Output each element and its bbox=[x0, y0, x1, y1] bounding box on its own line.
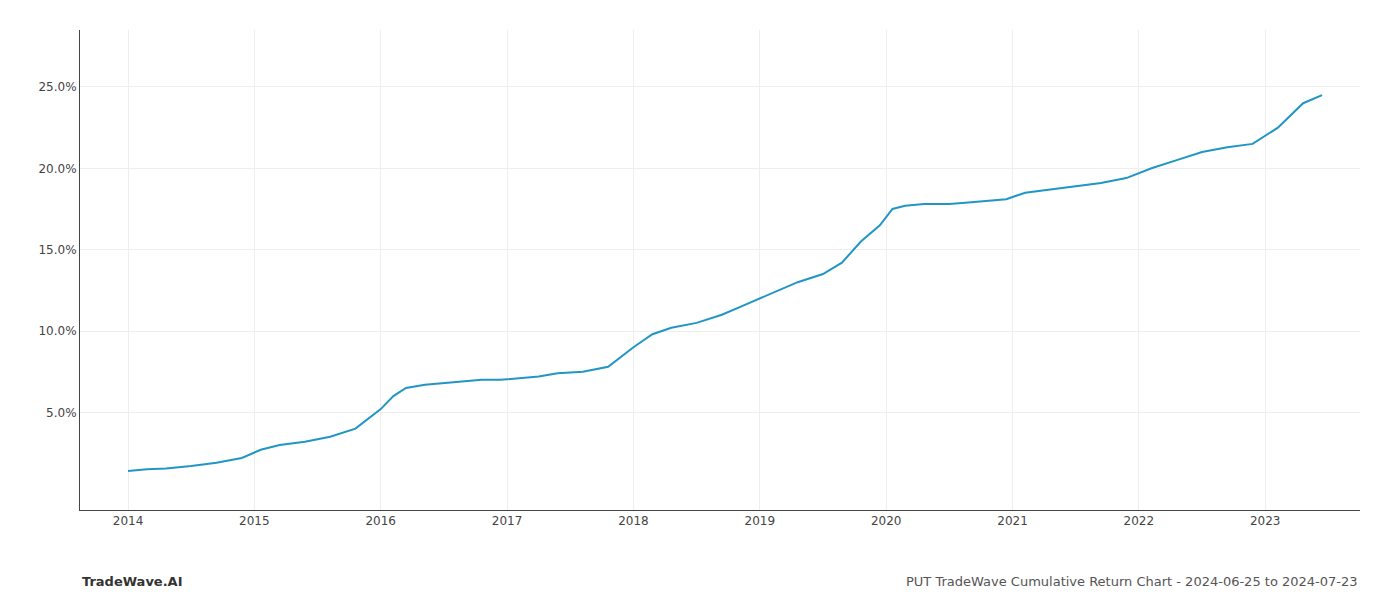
svg-text:2014: 2014 bbox=[113, 514, 144, 528]
svg-text:TradeWave.AI: TradeWave.AI bbox=[82, 574, 183, 589]
svg-text:2020: 2020 bbox=[871, 514, 902, 528]
svg-text:2021: 2021 bbox=[997, 514, 1028, 528]
svg-text:2018: 2018 bbox=[618, 514, 649, 528]
svg-text:20.0%: 20.0% bbox=[38, 162, 76, 176]
svg-text:2019: 2019 bbox=[745, 514, 776, 528]
svg-text:2016: 2016 bbox=[365, 514, 396, 528]
svg-text:2023: 2023 bbox=[1250, 514, 1281, 528]
svg-text:PUT TradeWave Cumulative Retur: PUT TradeWave Cumulative Return Chart - … bbox=[906, 574, 1358, 589]
svg-text:5.0%: 5.0% bbox=[46, 406, 77, 420]
svg-text:2015: 2015 bbox=[239, 514, 270, 528]
svg-text:10.0%: 10.0% bbox=[38, 324, 76, 338]
svg-text:15.0%: 15.0% bbox=[38, 243, 76, 257]
svg-text:25.0%: 25.0% bbox=[38, 80, 76, 94]
svg-text:2022: 2022 bbox=[1124, 514, 1155, 528]
svg-text:2017: 2017 bbox=[492, 514, 523, 528]
